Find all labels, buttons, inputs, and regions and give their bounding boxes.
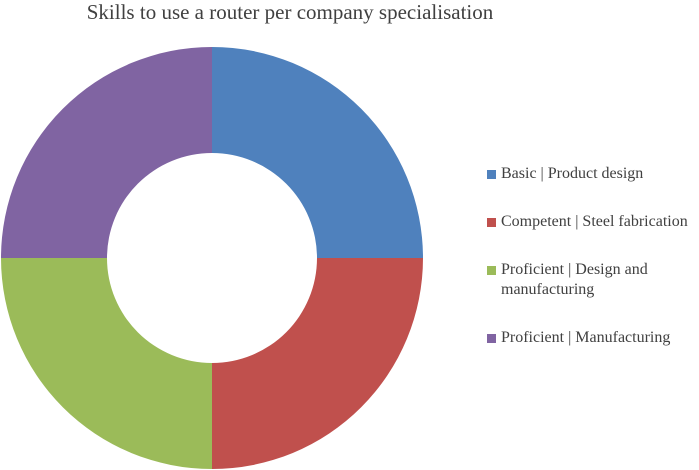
donut-segment — [1, 258, 212, 469]
legend-item: Basic | Product design — [487, 164, 699, 184]
legend-label: Competent | Steel fabrication — [501, 213, 688, 230]
legend-item: Competent | Steel fabrication — [487, 212, 699, 232]
legend-item: Proficient | Design and manufacturing — [487, 260, 699, 300]
legend-swatch — [487, 334, 496, 343]
legend-label: Proficient | Manufacturing — [501, 329, 671, 346]
legend: Basic | Product design Competent | Steel … — [487, 164, 699, 376]
legend-label: Proficient | Design and manufacturing — [501, 261, 648, 298]
legend-swatch — [487, 170, 496, 179]
legend-swatch — [487, 218, 496, 227]
legend-label: Basic | Product design — [501, 165, 644, 182]
donut-segment — [1, 47, 212, 258]
legend-item: Proficient | Manufacturing — [487, 328, 699, 348]
chart-title: Skills to use a router per company speci… — [86, 0, 494, 24]
donut-segment — [212, 258, 423, 469]
legend-swatch — [487, 266, 496, 275]
donut-segment — [212, 47, 423, 258]
